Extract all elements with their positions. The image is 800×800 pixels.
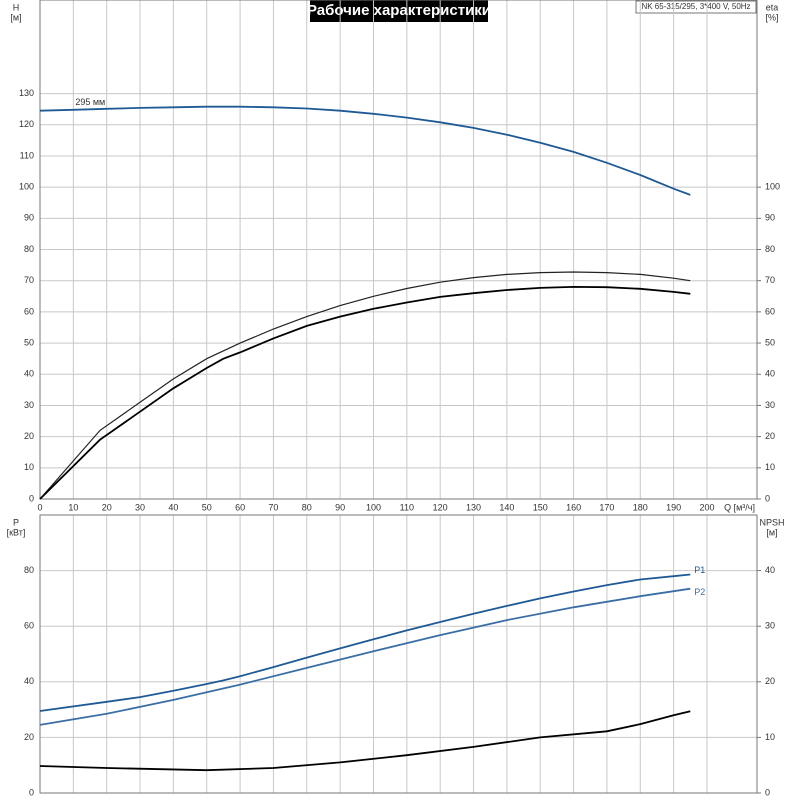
x-tick-label: 90 <box>335 502 345 512</box>
y2-axis-unit: [м] <box>766 527 777 537</box>
y2-axis-label: NPSH <box>759 517 784 527</box>
x-tick-label: 180 <box>633 502 648 512</box>
y2-tick-label: 50 <box>765 337 775 347</box>
y-axis-label: P <box>13 517 19 527</box>
chart-title: Рабочие характеристики <box>307 2 491 19</box>
y-tick-label: 10 <box>24 462 34 472</box>
y2-tick-label: 60 <box>765 306 775 316</box>
x-tick-label: 170 <box>599 502 614 512</box>
y2-tick-label: 100 <box>765 182 780 192</box>
series-line <box>39 285 691 500</box>
y-tick-label: 110 <box>20 150 34 160</box>
y-tick-label: 30 <box>24 400 34 410</box>
series-line <box>39 587 691 726</box>
x-tick-label: 110 <box>400 502 414 512</box>
y2-tick-label: 20 <box>765 676 775 686</box>
x-tick-label: 40 <box>168 502 178 512</box>
y-axis-unit: [м] <box>10 12 21 22</box>
y-tick-label: 20 <box>24 431 34 441</box>
y-axis-label: H <box>13 2 20 12</box>
x-tick-label: 70 <box>268 502 278 512</box>
y-axis-unit: [кВт] <box>7 527 26 537</box>
x-tick-label: 160 <box>566 502 581 512</box>
y2-axis-label: eta <box>766 2 779 12</box>
x-tick-label: 130 <box>466 502 481 512</box>
plot-frame <box>39 514 758 794</box>
series-line <box>39 105 691 196</box>
y-tick-label: 40 <box>24 676 34 686</box>
y2-tick-label: 40 <box>765 565 775 575</box>
y-tick-label: 20 <box>24 732 34 742</box>
x-tick-label: 0 <box>37 502 42 512</box>
x-tick-label: 10 <box>68 502 78 512</box>
series-line <box>39 710 691 772</box>
x-tick-label: 50 <box>202 502 212 512</box>
legend-label: P2 <box>694 587 705 597</box>
series-line <box>39 573 691 712</box>
y-tick-label: 100 <box>19 182 34 192</box>
y2-tick-label: 90 <box>765 213 775 223</box>
model-label: NK 65-315/295, 3*400 V, 50Hz <box>641 2 750 11</box>
model-box <box>635 0 757 14</box>
y-tick-label: 120 <box>19 119 34 129</box>
y2-tick-label: 0 <box>765 493 770 503</box>
y2-tick-label: 70 <box>765 275 775 285</box>
y-tick-label: 80 <box>24 244 34 254</box>
y-tick-label: 70 <box>24 275 34 285</box>
x-tick-label: 140 <box>499 502 514 512</box>
x-tick-label: 80 <box>302 502 312 512</box>
x-tick-label: 60 <box>235 502 245 512</box>
y2-tick-label: 10 <box>765 462 775 472</box>
y-tick-label: 60 <box>24 306 34 316</box>
x-tick-label: 30 <box>135 502 145 512</box>
x-tick-label: 120 <box>433 502 448 512</box>
y-tick-label: 50 <box>24 337 34 347</box>
y2-tick-label: 10 <box>765 732 775 742</box>
x-tick-label: 100 <box>366 502 381 512</box>
y2-axis-unit: [%] <box>765 12 778 22</box>
curve-annotation: 295 мм <box>75 97 105 107</box>
y-tick-label: 0 <box>29 787 34 797</box>
y-tick-label: 0 <box>29 493 34 503</box>
y-tick-label: 90 <box>24 213 34 223</box>
plot-frame <box>39 0 758 500</box>
y2-tick-label: 20 <box>765 431 775 441</box>
x-tick-label: 200 <box>699 502 714 512</box>
x-tick-label: 190 <box>666 502 681 512</box>
y2-tick-label: 0 <box>765 787 770 797</box>
x-tick-label: 20 <box>102 502 112 512</box>
title-box <box>310 0 488 22</box>
legend-label: P1 <box>694 565 705 575</box>
y2-tick-label: 40 <box>765 369 775 379</box>
y2-tick-label: 30 <box>765 400 775 410</box>
y2-tick-label: 80 <box>765 244 775 254</box>
y-tick-label: 60 <box>24 621 34 631</box>
series-line <box>39 271 691 500</box>
y-tick-label: 80 <box>24 565 34 575</box>
y2-tick-label: 30 <box>765 621 775 631</box>
x-axis-label: Q [м³/ч] <box>724 502 755 512</box>
y-tick-label: 40 <box>24 369 34 379</box>
x-tick-label: 150 <box>533 502 548 512</box>
y-tick-label: 130 <box>19 88 34 98</box>
